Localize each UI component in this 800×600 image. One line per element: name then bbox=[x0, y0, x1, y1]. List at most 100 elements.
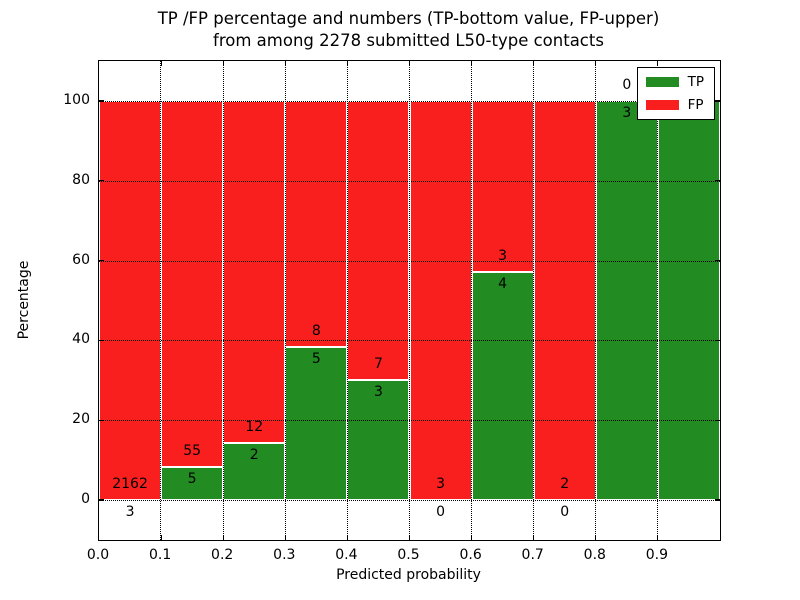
x-tickmark bbox=[595, 535, 597, 540]
tp-bar-segment bbox=[657, 100, 720, 501]
fp-count-label: 3 bbox=[498, 247, 508, 264]
fp-bar-segment bbox=[223, 100, 286, 444]
x-tickmark-top bbox=[471, 61, 473, 66]
fp-swatch-icon bbox=[645, 100, 679, 110]
fp-count-label: 55 bbox=[183, 442, 202, 459]
x-tickmark bbox=[471, 535, 473, 540]
x-tick-label: 0.5 bbox=[397, 547, 420, 563]
y-tickmark-right bbox=[715, 419, 720, 421]
legend-label-tp: TP bbox=[687, 74, 704, 90]
vertical-gridline bbox=[595, 61, 597, 540]
legend-label-fp: FP bbox=[687, 97, 704, 113]
y-tickmark bbox=[99, 259, 104, 262]
tp-count-label: 3 bbox=[373, 384, 383, 401]
chart-title: TP /FP percentage and numbers (TP-bottom… bbox=[98, 8, 719, 52]
fp-count-label: 3 bbox=[436, 476, 446, 493]
fp-count-label: 7 bbox=[373, 356, 383, 373]
x-tickmark bbox=[160, 535, 162, 540]
tp-count-label: 0 bbox=[560, 504, 570, 521]
x-tick-label: 0.2 bbox=[211, 547, 234, 563]
y-tick-label: 80 bbox=[72, 171, 90, 188]
y-tickmark bbox=[99, 499, 104, 501]
fp-bar-segment bbox=[533, 100, 596, 501]
y-axis-label: Percentage bbox=[16, 260, 32, 340]
x-tickmark bbox=[533, 535, 535, 540]
fp-bar-segment bbox=[161, 100, 224, 467]
x-tickmark bbox=[657, 535, 659, 540]
y-tickmark bbox=[99, 100, 104, 102]
x-tick-label: 0.1 bbox=[148, 547, 172, 563]
fp-count-label: 8 bbox=[311, 322, 321, 339]
tp-bar-segment bbox=[471, 271, 534, 501]
vertical-gridline bbox=[222, 61, 224, 540]
x-tickmark bbox=[408, 535, 411, 540]
fp-bar-segment bbox=[347, 100, 410, 381]
fp-count-label: 12 bbox=[245, 419, 264, 436]
tp-count-label: 2 bbox=[249, 447, 259, 464]
x-tickmark bbox=[346, 535, 348, 540]
fp-bar-segment bbox=[471, 100, 534, 272]
x-tick-label: 0.0 bbox=[86, 547, 110, 563]
tp-bar-segment bbox=[161, 466, 224, 501]
y-tickmark-right bbox=[715, 100, 720, 102]
fp-count-label: 2 bbox=[560, 476, 570, 493]
x-tickmark-top bbox=[408, 61, 411, 66]
x-tick-label: 0.4 bbox=[335, 547, 358, 563]
vertical-gridline bbox=[284, 61, 286, 540]
tp-count-label: 0 bbox=[436, 504, 446, 521]
fp-count-label: 2162 bbox=[112, 475, 148, 492]
y-tickmark-right bbox=[715, 339, 720, 341]
tp-count-label: 3 bbox=[622, 104, 632, 121]
y-tickmark bbox=[99, 419, 104, 421]
y-tickmark bbox=[99, 180, 104, 182]
x-tickmark-top bbox=[346, 61, 348, 66]
x-tickmark-top bbox=[284, 61, 286, 66]
x-axis-label: Predicted probability bbox=[336, 567, 481, 583]
tp-bar-segment bbox=[347, 380, 410, 501]
y-tickmark-right bbox=[715, 499, 720, 501]
fp-bar-segment bbox=[99, 100, 162, 500]
vertical-gridline bbox=[657, 61, 659, 540]
tp-swatch-icon bbox=[645, 77, 679, 87]
tp-count-label: 5 bbox=[187, 470, 197, 487]
tp-bar-segment bbox=[223, 443, 286, 501]
tp-bar-segment bbox=[595, 100, 658, 501]
x-tickmark bbox=[284, 535, 286, 540]
y-tick-label: 100 bbox=[63, 91, 90, 108]
chart-title-line2: from among 2278 submitted L50-type conta… bbox=[213, 31, 604, 50]
y-tick-label: 40 bbox=[72, 331, 90, 348]
fp-bar-segment bbox=[285, 100, 348, 347]
y-tick-label: 20 bbox=[72, 411, 90, 428]
vertical-gridline bbox=[346, 61, 348, 540]
x-tickmark-top bbox=[533, 61, 535, 66]
vertical-gridline bbox=[533, 61, 535, 540]
tp-bar-segment bbox=[285, 346, 348, 501]
fp-bar-segment bbox=[409, 100, 472, 501]
x-tickmark-top bbox=[160, 61, 162, 66]
y-tick-label: 0 bbox=[81, 491, 90, 508]
tp-count-label: 5 bbox=[311, 350, 321, 367]
x-tick-label: 0.8 bbox=[583, 547, 606, 563]
tp-count-label: 3 bbox=[125, 503, 135, 520]
x-tickmark-top bbox=[595, 61, 597, 66]
y-tickmark-right bbox=[715, 180, 720, 182]
fp-count-label: 0 bbox=[622, 76, 632, 93]
x-tickmark-top bbox=[657, 61, 659, 66]
legend-item-tp: TP bbox=[645, 74, 704, 90]
legend: TP FP bbox=[636, 67, 715, 120]
plot-area: TP FP 2162355512285733034200301 bbox=[98, 60, 721, 541]
vertical-gridline bbox=[470, 61, 472, 540]
x-tickmark-top bbox=[222, 61, 224, 66]
x-tick-label: 0.9 bbox=[645, 547, 669, 563]
x-tick-label: 0.3 bbox=[273, 547, 296, 563]
x-tick-label: 0.7 bbox=[521, 547, 544, 563]
vertical-gridline bbox=[160, 61, 162, 540]
vertical-gridline bbox=[408, 61, 410, 540]
x-tick-label: 0.6 bbox=[459, 547, 482, 563]
chart-title-line1: TP /FP percentage and numbers (TP-bottom… bbox=[157, 9, 660, 28]
tp-count-label: 4 bbox=[498, 275, 508, 292]
y-tickmark bbox=[99, 339, 104, 341]
legend-item-fp: FP bbox=[645, 97, 704, 113]
y-tick-label: 60 bbox=[72, 251, 90, 268]
